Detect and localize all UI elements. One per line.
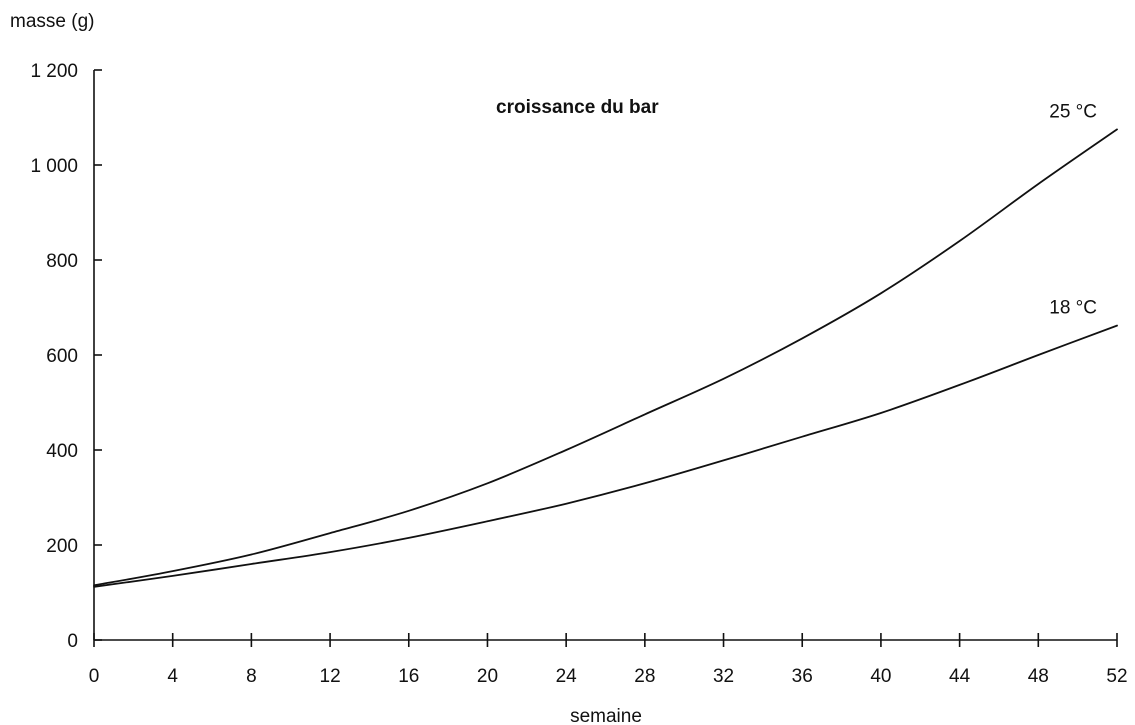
x-tick-label: 28 <box>634 666 655 687</box>
chart-title: croissance du bar <box>496 97 659 118</box>
x-tick-label: 48 <box>1028 666 1049 687</box>
x-tick-label: 4 <box>167 666 178 687</box>
y-tick-label: 1 000 <box>30 156 78 177</box>
x-axis-title: semaine <box>570 706 642 725</box>
y-tick-label: 800 <box>46 251 78 272</box>
y-tick-label: 1 200 <box>30 61 78 82</box>
series-curves <box>93 128 1118 588</box>
x-tick-label: 40 <box>870 666 891 687</box>
x-tick-label: 16 <box>398 666 419 687</box>
y-tick-label: 0 <box>67 631 78 652</box>
axes <box>93 70 1117 641</box>
x-tick-label: 52 <box>1106 666 1127 687</box>
x-tick-label: 8 <box>246 666 257 687</box>
series-labels: 25 °C 18 °C <box>1049 101 1097 318</box>
x-tick-label: 32 <box>713 666 734 687</box>
series-line-1 <box>93 324 1118 588</box>
x-tick-label: 20 <box>477 666 498 687</box>
x-tick-label: 44 <box>949 666 971 687</box>
y-tick-label: 600 <box>46 346 78 367</box>
y-tick-label: 400 <box>46 441 78 462</box>
x-tick-label: 24 <box>556 666 578 687</box>
x-tick-label: 36 <box>792 666 813 687</box>
y-axis-title: masse (g) <box>10 11 94 32</box>
x-tick-label: 12 <box>320 666 341 687</box>
series-label-0: 25 °C <box>1049 101 1097 122</box>
y-tick-label: 200 <box>46 536 78 557</box>
series-line-0 <box>93 128 1118 587</box>
x-tick-label: 0 <box>89 666 100 687</box>
series-label-1: 18 °C <box>1049 298 1097 319</box>
